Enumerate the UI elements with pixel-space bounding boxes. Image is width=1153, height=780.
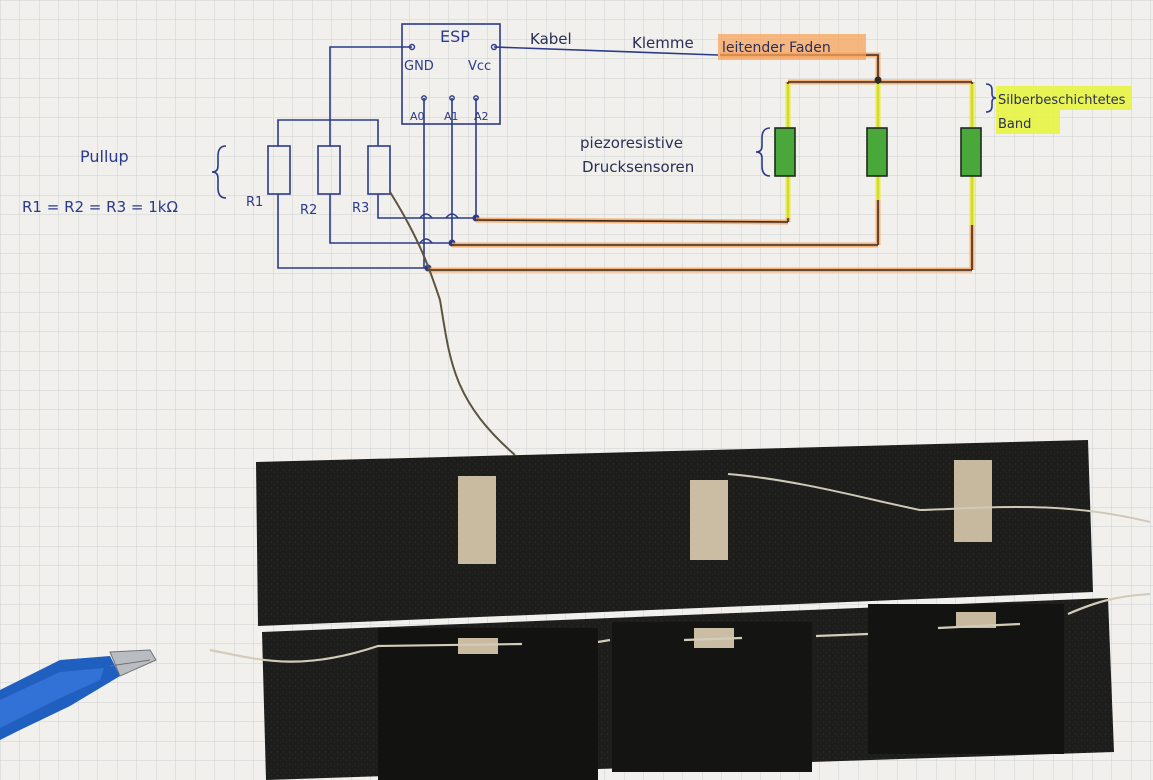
r2-label: R2	[300, 203, 317, 218]
silver-band-bottom-3	[956, 612, 996, 628]
esp-label: ESP	[440, 27, 470, 46]
felt-strip-bottom	[209, 592, 1151, 780]
silver-band-top-1	[458, 476, 496, 564]
silber-label-line2: Band	[998, 117, 1031, 132]
resistor-r1	[267, 145, 291, 195]
silver-band-bottom-1	[458, 638, 498, 654]
silber-highlight	[996, 86, 1132, 110]
a0-label: A0	[410, 110, 425, 123]
pressure-sensors	[774, 127, 982, 177]
circuit-diagram	[267, 23, 719, 269]
conductive-wire	[389, 191, 516, 456]
r3-label: R3	[352, 201, 369, 216]
resistor-formula: R1 = R2 = R3 = 1kΩ	[22, 198, 178, 216]
silber-label-line1: Silberbeschichtetes	[998, 93, 1126, 108]
piezo-label-line1: piezoresistive	[580, 134, 683, 152]
resistor-r2	[317, 145, 341, 195]
a1-label: A1	[444, 110, 459, 123]
silver-band-top-3	[954, 460, 992, 542]
silver-band-top-2	[690, 480, 728, 560]
thread-bottom	[209, 592, 1151, 663]
sensor-2	[866, 127, 888, 177]
pullup-label: Pullup	[80, 147, 129, 166]
gnd-label: GND	[404, 59, 434, 74]
band-highlight	[996, 110, 1060, 134]
leitender-faden-label: leitender Faden	[722, 40, 831, 56]
esp-box	[401, 23, 501, 125]
leitender-faden-highlight	[718, 34, 866, 60]
alligator-clip-icon	[0, 649, 157, 740]
sensor-3	[960, 127, 982, 177]
piezo-label-line2: Drucksensoren	[582, 158, 694, 176]
vcc-cable-wire	[493, 46, 719, 56]
circuit-labels: ESP GND Vcc A0 A1 A2 Kabel Klemme leiten…	[22, 27, 1126, 218]
resistor-r3	[367, 145, 391, 195]
pullup-top-bus	[277, 119, 379, 146]
klemme-label: Klemme	[632, 34, 694, 52]
sensor-1	[774, 127, 796, 177]
thread-top	[727, 473, 1151, 523]
a2-label: A2	[474, 110, 489, 123]
gnd-wire	[329, 46, 412, 120]
felt-strip-top	[256, 440, 1151, 626]
kabel-label: Kabel	[530, 30, 572, 48]
r1-label: R1	[246, 195, 263, 210]
vcc-label: Vcc	[468, 59, 491, 74]
